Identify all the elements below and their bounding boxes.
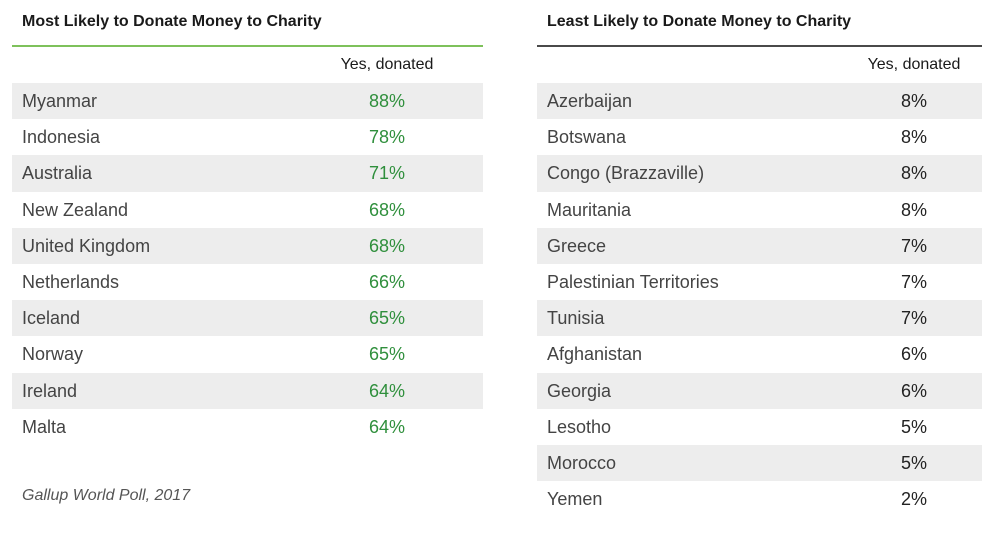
most-likely-value-cell: 71% [368, 163, 406, 184]
most-likely-value-cell: 66% [368, 271, 406, 292]
least-likely-country-cell: Congo (Brazzaville) [547, 163, 705, 184]
most-likely-value-cell: 68% [368, 235, 406, 256]
most-likely-country-cell: Australia [22, 163, 93, 184]
most-likely-title: Most Likely to Donate Money to Charity [22, 13, 322, 30]
most-likely-table-row: Norway 65% [12, 336, 483, 372]
most-likely-country-cell: Norway [22, 344, 84, 365]
most-likely-table-row: Ireland 64% [12, 372, 483, 409]
least-likely-value-cell: 7% [900, 308, 927, 329]
most-likely-value-cell: 68% [368, 199, 406, 220]
most-likely-value-cell: 88% [368, 91, 406, 111]
most-likely-column-header: Yes, donated [340, 56, 434, 73]
least-likely-column-header: Yes, donated [867, 56, 961, 73]
least-likely-country-cell: Georgia [547, 380, 612, 401]
least-likely-value-cell: 5% [900, 452, 927, 473]
least-likely-table-row: Morocco 5% [537, 444, 982, 482]
most-likely-country-cell: New Zealand [22, 199, 129, 220]
most-likely-table-row: Myanmar 88% [12, 83, 483, 120]
least-likely-country-cell: Greece [547, 235, 607, 256]
least-likely-country-cell: Yemen [547, 489, 603, 510]
most-likely-country-cell: United Kingdom [22, 235, 151, 256]
least-likely-value-cell: 6% [900, 380, 927, 401]
most-likely-rows: Myanmar 88% Indonesia 78% Australia 71% New Ze… [12, 83, 483, 445]
most-likely-value-cell: 64% [368, 380, 406, 401]
least-likely-table-row: Yemen 2% [537, 481, 982, 517]
least-likely-table-row: Congo (Brazzaville) 8% [537, 155, 982, 192]
most-likely-country-cell: Iceland [22, 308, 81, 329]
least-likely-value-cell: 8% [900, 127, 927, 148]
least-likely-value-cell: 6% [900, 344, 927, 365]
most-likely-country-cell: Indonesia [22, 127, 101, 148]
least-likely-table-row: Greece 7% [537, 227, 982, 264]
least-likely-value-cell: 7% [900, 235, 927, 256]
least-likely-country-cell: Morocco [547, 452, 617, 473]
least-likely-country-cell: Tunisia [547, 308, 605, 329]
least-likely-value-cell: 8% [900, 91, 927, 111]
least-likely-value-cell: 5% [900, 416, 927, 437]
most-likely-table-row: Iceland 65% [12, 300, 483, 337]
least-likely-table-row: Azerbaijan 8% [537, 83, 982, 120]
most-likely-value-cell: 65% [368, 308, 406, 329]
least-likely-title-rule [537, 45, 982, 47]
least-likely-rows: Azerbaijan 8% Botswana 8% Congo (Brazzaville… [537, 83, 982, 517]
least-likely-value-cell: 8% [900, 199, 927, 220]
most-likely-table-row: Netherlands 66% [12, 264, 483, 300]
most-likely-country-cell: Malta [22, 416, 67, 437]
least-likely-country-cell: Lesotho [547, 416, 612, 437]
most-likely-country-cell: Ireland [22, 380, 78, 401]
least-likely-table-row: Tunisia 7% [537, 300, 982, 337]
least-likely-country-cell: Mauritania [547, 199, 632, 220]
most-likely-table-row: Indonesia 78% [12, 119, 483, 155]
most-likely-country-cell: Netherlands [22, 271, 120, 292]
most-likely-country-cell: Myanmar [22, 91, 98, 111]
least-likely-table-row: Botswana 8% [537, 119, 982, 155]
least-likely-country-cell: Azerbaijan [547, 91, 633, 111]
most-likely-title-rule [12, 45, 483, 47]
least-likely-value-cell: 8% [900, 163, 927, 184]
most-likely-table-row: Malta 64% [12, 409, 483, 445]
most-likely-value-cell: 78% [368, 127, 406, 148]
most-likely-table-row: United Kingdom 68% [12, 227, 483, 264]
most-likely-value-cell: 64% [368, 416, 406, 437]
least-likely-value-cell: 2% [900, 489, 927, 510]
least-likely-country-cell: Palestinian Territories [547, 271, 719, 292]
most-likely-table-row: New Zealand 68% [12, 192, 483, 228]
source-note: Gallup World Poll, 2017 [22, 487, 191, 504]
most-likely-value-cell: 65% [368, 344, 406, 365]
least-likely-country-cell: Botswana [547, 127, 627, 148]
least-likely-value-cell: 7% [900, 271, 927, 292]
least-likely-table-row: Lesotho 5% [537, 409, 982, 445]
most-likely-table-row: Australia 71% [12, 155, 483, 192]
least-likely-table-row: Georgia 6% [537, 372, 982, 409]
least-likely-title: Least Likely to Donate Money to Charity [547, 13, 852, 30]
least-likely-table-row: Mauritania 8% [537, 192, 982, 228]
least-likely-country-cell: Afghanistan [547, 344, 643, 365]
least-likely-table-row: Palestinian Territories 7% [537, 264, 982, 300]
least-likely-table-row: Afghanistan 6% [537, 336, 982, 372]
